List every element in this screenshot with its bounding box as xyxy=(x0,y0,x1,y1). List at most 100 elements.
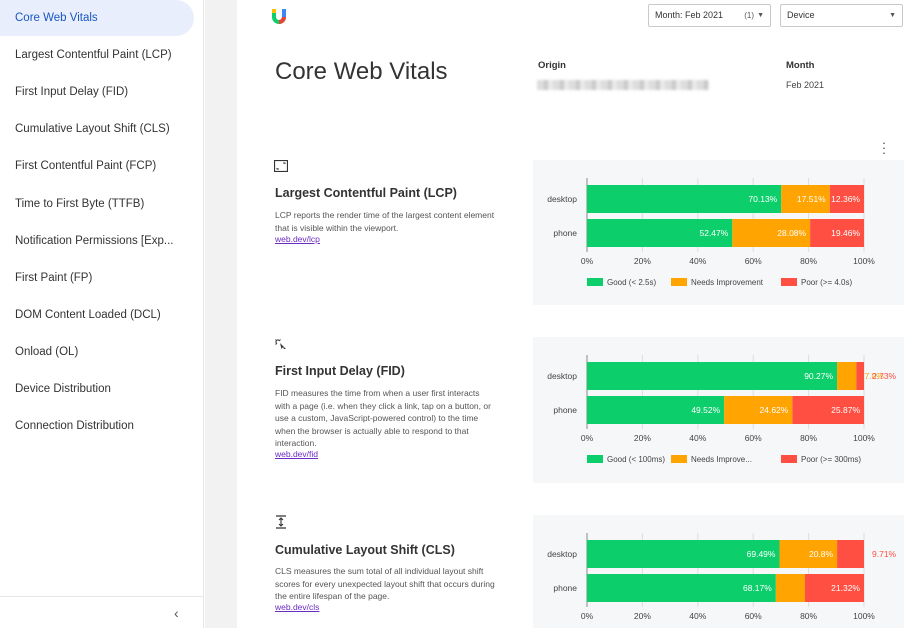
bar-segment[interactable] xyxy=(587,362,838,390)
sidebar-item[interactable]: Core Web Vitals xyxy=(0,0,194,36)
data-label: 69.49% xyxy=(747,549,776,559)
sidebar-item[interactable]: First Contentful Paint (FCP) xyxy=(15,160,157,173)
looker-studio-logo-icon xyxy=(272,9,286,24)
x-tick-label: 20% xyxy=(634,433,651,443)
x-tick-label: 60% xyxy=(745,433,762,443)
category-label: phone xyxy=(553,583,577,593)
sidebar-item[interactable]: Largest Contentful Paint (LCP) xyxy=(15,49,172,62)
device-filter-label: Device xyxy=(787,10,815,20)
origin-value-redacted xyxy=(537,80,709,90)
sidebar-item[interactable]: First Input Delay (FID) xyxy=(15,86,129,99)
x-tick-label: 40% xyxy=(689,256,706,266)
bar-segment[interactable] xyxy=(587,185,782,213)
bar-segment[interactable] xyxy=(837,362,857,390)
cls-chart-panel: 0% 20% 40% 60% 80% 100% desktop 69.49% 20.8% 9.71… xyxy=(533,515,904,628)
x-tick-label: 60% xyxy=(745,611,762,621)
bar-segment[interactable] xyxy=(804,574,864,602)
month-filter-count: (1) xyxy=(744,11,754,20)
cls-chart: 0% 20% 40% 60% 80% 100% desktop 69.49% 20.8% 9.71… xyxy=(547,533,897,621)
more-options-icon[interactable]: · · · xyxy=(881,135,887,160)
category-label: phone xyxy=(553,228,577,238)
data-label: 9.71% xyxy=(872,549,897,559)
chevron-left-icon[interactable]: ‹ xyxy=(174,605,179,621)
bar-segment[interactable] xyxy=(856,362,864,390)
page-title: Core Web Vitals xyxy=(275,58,448,85)
x-tick-label: 0% xyxy=(581,611,594,621)
device-filter-control[interactable]: Device ▼ xyxy=(780,4,903,27)
bar-segment[interactable] xyxy=(779,540,838,568)
sidebar-gutter xyxy=(205,0,237,628)
caret-down-icon: ▼ xyxy=(889,12,896,19)
cls-description: CLS measures the sum total of all indivi… xyxy=(275,566,495,601)
legend-label: Needs Improvement xyxy=(691,278,764,287)
lcp-description: LCP reports the render time of the large… xyxy=(275,210,495,233)
bar-segment[interactable] xyxy=(781,185,830,213)
fid-description: FID measures the time from when a user f… xyxy=(275,388,491,448)
data-label: 52.47% xyxy=(699,228,728,238)
data-label: 2.73% xyxy=(872,371,897,381)
sidebar-item[interactable]: First Paint (FP) xyxy=(15,271,93,284)
data-label: 25.87% xyxy=(831,405,860,415)
bar-segment[interactable] xyxy=(587,574,776,602)
sidebar: Core Web Vitals Largest Contentful Paint … xyxy=(0,0,204,628)
legend-label: Poor (>= 4.0s) xyxy=(801,278,852,287)
month-filter-control[interactable]: Month: Feb 2021 (1) ▼ xyxy=(648,4,771,27)
category-label: desktop xyxy=(547,194,577,204)
bar-segment[interactable] xyxy=(810,219,865,247)
category-label: phone xyxy=(553,405,577,415)
legend-label: Good (< 2.5s) xyxy=(607,278,656,287)
data-label: 68.17% xyxy=(743,583,772,593)
legend-swatch xyxy=(671,278,687,286)
fid-chart-panel: 0% 20% 40% 60% 80% 100% desktop 90.27% 7.0% 2.73%… xyxy=(533,337,904,483)
lcp-chart: 0% 20% 40% 60% 80% 100% desktop 70.13% 17.51% 12.… xyxy=(547,178,875,287)
x-tick-label: 80% xyxy=(800,611,817,621)
sidebar-item[interactable]: Device Distribution xyxy=(15,383,111,395)
cls-title: Cumulative Layout Shift (CLS) xyxy=(275,543,455,557)
lcp-link[interactable]: web.dev/lcp xyxy=(275,234,320,244)
legend-swatch xyxy=(781,278,797,286)
data-label: 70.13% xyxy=(748,194,777,204)
data-label: 7.0% xyxy=(864,371,884,381)
sidebar-footer: ‹ xyxy=(0,596,204,628)
sidebar-item[interactable]: Notification Permissions [Exp... xyxy=(15,234,174,247)
bar-segment[interactable] xyxy=(587,396,725,424)
bar-segment[interactable] xyxy=(732,219,811,247)
x-tick-label: 100% xyxy=(853,433,875,443)
sidebar-item[interactable]: Time to First Byte (TTFB) xyxy=(15,197,145,210)
sidebar-item[interactable]: DOM Content Loaded (DCL) xyxy=(15,308,161,321)
bar-segment[interactable] xyxy=(587,219,733,247)
legend-label: Good (< 100ms) xyxy=(607,455,665,464)
bar-segment[interactable] xyxy=(724,396,793,424)
month-label: Month xyxy=(786,60,815,71)
data-label: 21.32% xyxy=(831,583,860,593)
bar-segment[interactable] xyxy=(792,396,865,424)
cls-link[interactable]: web.dev/cls xyxy=(275,602,320,612)
x-tick-label: 40% xyxy=(689,433,706,443)
bar-segment[interactable] xyxy=(837,540,864,568)
legend-swatch xyxy=(781,455,797,463)
legend-label: Poor (>= 300ms) xyxy=(801,455,861,464)
cls-icon xyxy=(276,515,286,529)
x-tick-label: 0% xyxy=(581,433,594,443)
x-tick-label: 100% xyxy=(853,611,875,621)
month-value: Feb 2021 xyxy=(786,80,825,90)
legend-swatch xyxy=(587,278,603,286)
bar-segment[interactable] xyxy=(775,574,805,602)
bar-segment[interactable] xyxy=(829,185,864,213)
fid-chart: 0% 20% 40% 60% 80% 100% desktop 90.27% 7.0%2.73%… xyxy=(547,355,897,464)
sidebar-item[interactable]: Connection Distribution xyxy=(15,420,134,433)
sidebar-item[interactable]: Cumulative Layout Shift (CLS) xyxy=(15,123,170,136)
fid-icon xyxy=(275,339,286,349)
origin-label: Origin xyxy=(538,60,566,71)
lcp-chart-panel: 0% 20% 40% 60% 80% 100% desktop 70.13% 17.51% 12.… xyxy=(533,160,904,305)
sidebar-item[interactable]: Onload (OL) xyxy=(15,345,79,358)
legend-swatch xyxy=(587,455,603,463)
x-tick-label: 60% xyxy=(745,256,762,266)
legend-swatch xyxy=(671,455,687,463)
category-label: desktop xyxy=(547,549,577,559)
bar-segment[interactable] xyxy=(587,540,780,568)
x-tick-label: 40% xyxy=(689,611,706,621)
x-tick-label: 0% xyxy=(581,256,594,266)
caret-down-icon: ▼ xyxy=(757,12,764,19)
fid-link[interactable]: web.dev/fid xyxy=(275,449,318,459)
